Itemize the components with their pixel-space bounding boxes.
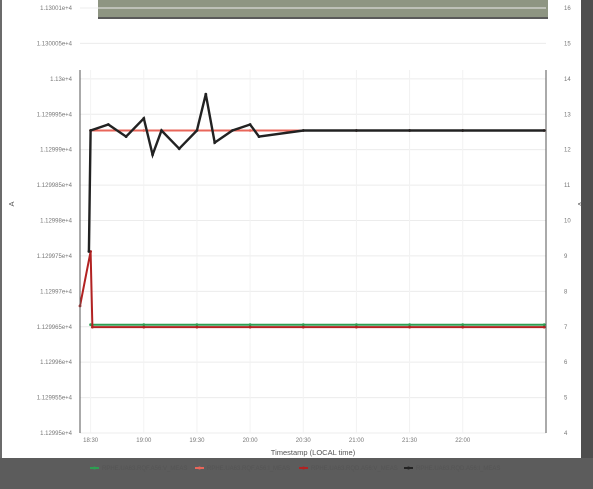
chart-panel [2, 0, 581, 458]
y-right-tick-label: 9 [564, 254, 568, 260]
series-point-3 [106, 123, 110, 126]
series-point-0 [195, 323, 199, 327]
series-point-2 [408, 325, 411, 329]
y-left-axis: 1.13001e+4 1.130005e+4 1.13e+4 1.129995e+4 1… [37, 6, 73, 437]
series-point-3 [124, 135, 128, 139]
y-left-tick-label: 1.12998e+4 [40, 219, 73, 225]
series-point-2 [355, 325, 358, 329]
y-right-tick-label: 11 [564, 183, 571, 189]
series-point-0 [301, 323, 305, 327]
y-right-axis-title: V [576, 201, 585, 206]
y-left-tick-label: 1.129995e+4 [37, 112, 73, 118]
y-left-tick-label: 1.130005e+4 [37, 41, 73, 47]
y-right-tick-label: 14 [564, 77, 571, 83]
series-point-3 [301, 129, 305, 132]
series-point-3 [204, 92, 208, 96]
series-point-0 [89, 323, 92, 327]
series-point-2 [142, 325, 146, 329]
series-point-1 [248, 129, 252, 132]
series-point-0 [248, 323, 252, 327]
series-point-3 [248, 123, 252, 126]
top-banner [98, 0, 548, 19]
y-left-tick-label: 1.129955e+4 [37, 396, 73, 402]
x-tick-label: 19:00 [136, 438, 152, 444]
legend-label: RPHE.UA63.RQD.A56:I_MEAS [416, 466, 500, 472]
y-right-tick-label: 15 [564, 41, 571, 47]
series-point-1 [142, 129, 146, 132]
series-point-0 [355, 323, 358, 327]
series-point-3 [177, 147, 181, 151]
y-right-tick-label: 10 [564, 219, 571, 225]
legend-marker [198, 466, 201, 470]
y-right-tick-label: 13 [564, 112, 571, 118]
series-layer [78, 92, 546, 329]
series-line-2 [79, 251, 545, 329]
series-point-3 [87, 250, 91, 253]
series-point-2 [301, 325, 305, 329]
x-tick-label: 20:30 [296, 438, 312, 444]
legend-marker [407, 466, 410, 470]
y-right-tick-label: 7 [564, 325, 568, 331]
series-point-3 [231, 129, 234, 132]
series-point-3 [142, 117, 146, 120]
series-point-3 [195, 129, 199, 132]
y-left-tick-label: 1.12999e+4 [40, 148, 73, 154]
series-point-3 [89, 129, 92, 132]
series-point-2 [461, 325, 465, 329]
series-point-2 [248, 325, 252, 329]
y-right-tick-label: 16 [564, 6, 571, 12]
series-point-3 [355, 129, 358, 132]
series-line-3 [87, 93, 545, 252]
series-point-0 [142, 323, 146, 327]
grid [80, 7, 546, 434]
x-tick-label: 19:30 [189, 438, 205, 444]
series-point-3 [257, 135, 261, 139]
legend-label: RPHE.UA63.RQD.A56:V_MEAS [311, 466, 398, 472]
legend: RPHE.UA63.RQF.A56:V_MEAS RPHE.UA63.RQF.A5… [90, 466, 500, 472]
series-point-3 [213, 141, 217, 145]
y-right-tick-label: 4 [564, 431, 568, 437]
series-point-3 [408, 129, 411, 132]
x-tick-label: 20:00 [243, 438, 259, 444]
x-tick-label: 21:30 [402, 438, 418, 444]
series-point-2 [91, 325, 94, 329]
series-point-0 [461, 323, 465, 327]
series-point-0 [542, 323, 546, 327]
y-left-tick-label: 1.129985e+4 [37, 183, 73, 189]
x-axis-title: Timestamp (LOCAL time) [271, 448, 356, 457]
y-right-tick-label: 6 [564, 360, 568, 366]
y-left-tick-label: 1.12996e+4 [40, 360, 73, 366]
series-point-3 [461, 129, 465, 132]
series-point-3 [542, 129, 546, 132]
y-right-tick-label: 8 [564, 289, 568, 295]
x-tick-label: 18:30 [83, 438, 99, 444]
y-right-tick-label: 5 [564, 396, 568, 402]
series-point-2 [195, 325, 199, 329]
y-left-tick-label: 1.12995e+4 [40, 431, 73, 437]
right-border [581, 0, 593, 489]
y-left-tick-label: 1.129965e+4 [37, 325, 73, 331]
legend-marker [302, 466, 305, 470]
x-axis: 18:30 19:00 19:30 20:00 20:30 21:00 21:30 22:00 [83, 438, 471, 444]
y-left-axis-title: A [7, 201, 16, 206]
series-point-0 [408, 323, 411, 327]
legend-label: RPHE.UA63.RQF.A56:I_MEAS [207, 466, 290, 472]
y-left-tick-label: 1.13e+4 [50, 77, 73, 83]
y-left-tick-label: 1.13001e+4 [40, 6, 73, 12]
series-point-2 [542, 325, 546, 329]
series-point-3 [151, 153, 155, 157]
y-right-axis: 16 15 14 13 12 11 10 9 8 7 6 5 4 [564, 6, 571, 437]
bottom-border [0, 458, 593, 489]
legend-label: RPHE.UA63.RQF.A56:V_MEAS [102, 466, 187, 472]
y-left-tick-label: 1.12997e+4 [40, 289, 73, 295]
x-tick-label: 21:00 [349, 438, 365, 444]
y-right-tick-label: 12 [564, 148, 571, 154]
y-left-tick-label: 1.129975e+4 [37, 254, 73, 260]
x-tick-label: 22:00 [455, 438, 471, 444]
series-point-3 [160, 129, 163, 132]
legend-marker [93, 466, 96, 470]
